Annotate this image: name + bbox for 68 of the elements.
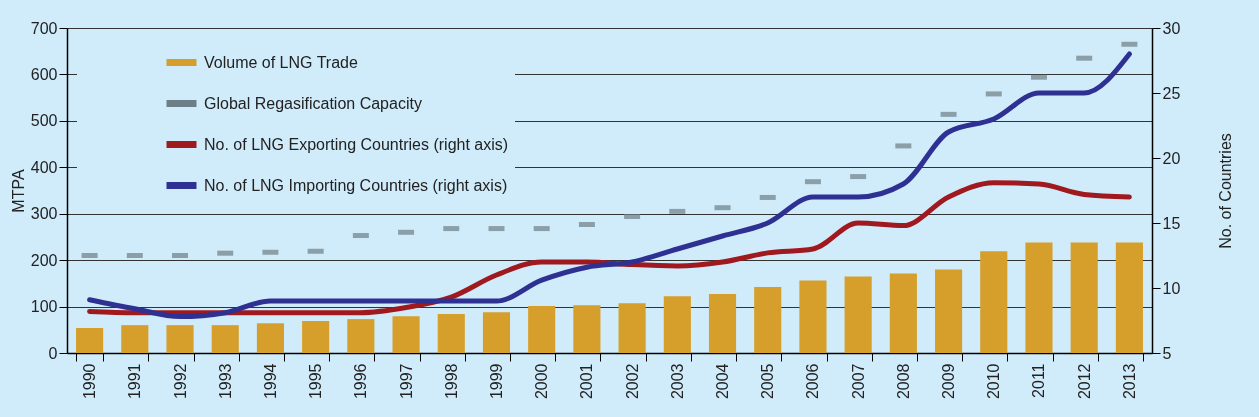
bar [663,296,691,353]
y-tick-label: 700 [30,19,58,37]
y-tick-label: 500 [30,112,58,130]
bar [1115,242,1143,353]
x-tick-label: 1993 [216,363,234,400]
x-tick-label: 2001 [578,363,596,400]
x-tick-label: 2013 [1120,363,1138,400]
x-tick-label: 2009 [940,363,958,400]
x-tick-label: 1991 [126,363,144,400]
y-tick-label: 0 [48,344,58,362]
x-tick-label: 1997 [397,363,415,400]
bar [347,319,375,353]
y-axis-title: MTPA [9,169,27,213]
x-tick-label: 1995 [307,363,325,400]
x-tick-label: 2002 [623,363,641,400]
y-tick-label: 100 [30,298,58,316]
y2-axis-title: No. of Countries [1217,133,1235,249]
y-tick-label: 400 [30,158,58,176]
bar [799,280,827,353]
x-tick-label: 2011 [1030,363,1048,398]
bar [754,287,782,353]
x-tick-label: 2006 [804,363,822,400]
bar [708,294,737,353]
x-tick-label: 2010 [985,363,1003,400]
y-tick-label: 300 [30,205,58,223]
x-tick-label: 2005 [759,363,777,400]
x-tick-label: 1996 [352,363,370,400]
y2-tick-label: 30 [1162,19,1181,37]
y-tick-label: 200 [30,251,58,269]
bar [166,325,194,353]
x-tick-label: 2012 [1075,363,1093,400]
bar [1025,242,1053,353]
y2-tick-label: 10 [1162,279,1181,297]
x-tick-label: 1990 [81,363,99,400]
bar [528,306,556,353]
bar [302,320,330,353]
bar [392,316,420,353]
x-tick-label: 1992 [171,363,189,400]
bar [573,305,601,353]
x-tick-label: 1999 [487,363,505,400]
bar [437,314,465,353]
bar [1070,242,1098,353]
bar [256,323,284,353]
bar [980,251,1008,353]
legend-label: Global Regasification Capacity [204,94,422,112]
y-tick-label: 600 [30,65,58,83]
x-tick-label: 2004 [714,363,732,400]
legend-label: No. of LNG Exporting Countries (right axis) [204,135,509,153]
x-tick-label: 2000 [533,363,551,400]
y2-tick-label: 20 [1162,149,1181,167]
legend-label: No. of LNG Importing Countries (right axis) [204,176,508,194]
bar [889,273,917,353]
x-tick-label: 2008 [894,363,912,400]
bar [844,276,872,353]
y2-tick-label: 25 [1162,84,1181,102]
x-tick-label: 2003 [668,363,686,400]
bar [935,269,963,353]
y2-tick-label: 5 [1162,344,1172,362]
bar [211,325,239,353]
legend-label: Volume of LNG Trade [204,53,358,71]
x-tick-label: 2007 [849,363,867,400]
bar [121,325,149,353]
x-tick-label: 1994 [261,363,279,400]
bar [482,312,511,353]
x-tick-label: 1998 [442,363,460,400]
bar [76,327,104,353]
bar [618,303,646,353]
y2-tick-label: 15 [1162,214,1181,232]
